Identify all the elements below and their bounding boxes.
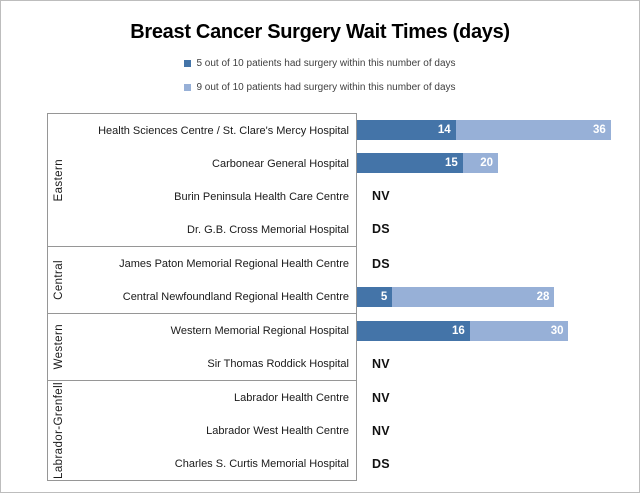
bar-column: NV NV DS — [357, 381, 633, 480]
bar-row: 15 20 — [357, 146, 633, 179]
bar-row: 14 36 — [357, 113, 633, 146]
hospital-label: Health Sciences Centre / St. Clare's Mer… — [98, 124, 349, 137]
hospital-label-column: James Paton Memorial Regional Health Cen… — [70, 247, 356, 313]
bar-row: NV — [357, 381, 633, 414]
bar-segment-p90: 28 — [392, 286, 555, 307]
hospital-label-column: Labrador Health Centre Labrador West Heal… — [70, 381, 356, 480]
hospital-label: Western Memorial Regional Hospital — [170, 324, 349, 337]
region-label-text: Eastern — [53, 158, 65, 202]
bar-value-label: 28 — [536, 290, 550, 303]
region-group: Eastern Health Sciences Centre / St. Clar… — [47, 113, 633, 247]
bar-row: NV — [357, 179, 633, 212]
bar-segment-median: 15 — [357, 152, 463, 173]
data-note: NV — [372, 390, 390, 405]
hospital-label: Labrador West Health Centre — [206, 424, 349, 437]
bar-value-label: 36 — [592, 123, 606, 136]
bar-row: DS — [357, 212, 633, 245]
region-label-text: Western — [53, 324, 65, 370]
data-note: DS — [372, 221, 390, 236]
legend-item-p90: 9 out of 10 patients had surgery within … — [184, 81, 456, 94]
bar-segment-median: 5 — [357, 286, 393, 307]
hospital-label: Charles S. Curtis Memorial Hospital — [174, 457, 349, 470]
bar-column: 14 36 15 20 NV DS — [357, 113, 633, 245]
bar-row: 16 30 — [357, 314, 633, 347]
hospital-label: James Paton Memorial Regional Health Cen… — [119, 257, 349, 270]
hospital-label-column: Health Sciences Centre / St. Clare's Mer… — [70, 114, 356, 246]
bar-row: DS — [357, 247, 633, 280]
label-box: Eastern Health Sciences Centre / St. Clar… — [47, 113, 357, 247]
region-group: Central James Paton Memorial Regional Hea… — [47, 247, 633, 314]
bar-column: DS 5 28 — [357, 247, 633, 313]
hospital-label: Burin Peninsula Health Care Centre — [174, 190, 349, 203]
region-label: Eastern — [48, 114, 70, 246]
bar-value-label: 30 — [550, 324, 564, 337]
hospital-label: Labrador Health Centre — [234, 391, 349, 404]
legend-swatch-p90-icon — [184, 84, 192, 91]
region-label-text: Labrador-Grenfell — [53, 382, 65, 479]
region-group: Western Western Memorial Regional Hospita… — [47, 314, 633, 381]
hospital-label: Carbonear General Hospital — [212, 157, 349, 170]
data-note: DS — [372, 256, 390, 271]
region-label: Central — [48, 247, 70, 313]
bar-value-label: 5 — [380, 290, 388, 303]
bar-segment-p90: 20 — [462, 152, 498, 173]
hospital-label: Central Newfoundland Regional Health Cen… — [122, 290, 349, 303]
bar-chart: Eastern Health Sciences Centre / St. Clar… — [47, 113, 633, 481]
data-note: NV — [372, 423, 390, 438]
bar-row: NV — [357, 347, 633, 380]
bar-value-label: 14 — [437, 123, 451, 136]
hospital-label: Sir Thomas Roddick Hospital — [207, 357, 349, 370]
label-box: Central James Paton Memorial Regional Hea… — [47, 247, 357, 314]
legend-label-p90: 9 out of 10 patients had surgery within … — [196, 82, 456, 93]
hospital-label: Dr. G.B. Cross Memorial Hospital — [187, 223, 349, 236]
hospital-label-column: Western Memorial Regional Hospital Sir Th… — [70, 314, 356, 380]
region-label: Labrador-Grenfell — [48, 381, 70, 480]
bar-column: 16 30 NV — [357, 314, 633, 380]
bar-segment-p90: 36 — [455, 119, 611, 140]
bar-row: 5 28 — [357, 280, 633, 313]
bar-row: NV — [357, 414, 633, 447]
data-note: NV — [372, 188, 390, 203]
legend: 5 out of 10 patients had surgery within … — [0, 57, 640, 94]
bar-value-label: 20 — [480, 156, 493, 169]
region-group: Labrador-Grenfell Labrador Health Centre L… — [47, 381, 633, 481]
label-box: Labrador-Grenfell Labrador Health Centre L… — [47, 381, 357, 481]
legend-item-median: 5 out of 10 patients had surgery within … — [184, 57, 456, 70]
legend-label-median: 5 out of 10 patients had surgery within … — [196, 58, 456, 69]
bar-segment-p90: 30 — [469, 320, 569, 341]
label-box: Western Western Memorial Regional Hospita… — [47, 314, 357, 381]
bar-value-label: 15 — [444, 156, 458, 169]
region-label: Western — [48, 314, 70, 380]
bar-value-label: 16 — [452, 324, 465, 337]
data-note: DS — [372, 456, 390, 471]
bar-row: DS — [357, 447, 633, 480]
chart-title: Breast Cancer Surgery Wait Times (days) — [130, 21, 510, 43]
region-label-text: Central — [53, 260, 65, 300]
legend-swatch-median-icon — [184, 60, 192, 67]
bar-segment-median: 14 — [357, 119, 456, 140]
data-note: NV — [372, 356, 390, 371]
bar-segment-median: 16 — [357, 320, 470, 341]
